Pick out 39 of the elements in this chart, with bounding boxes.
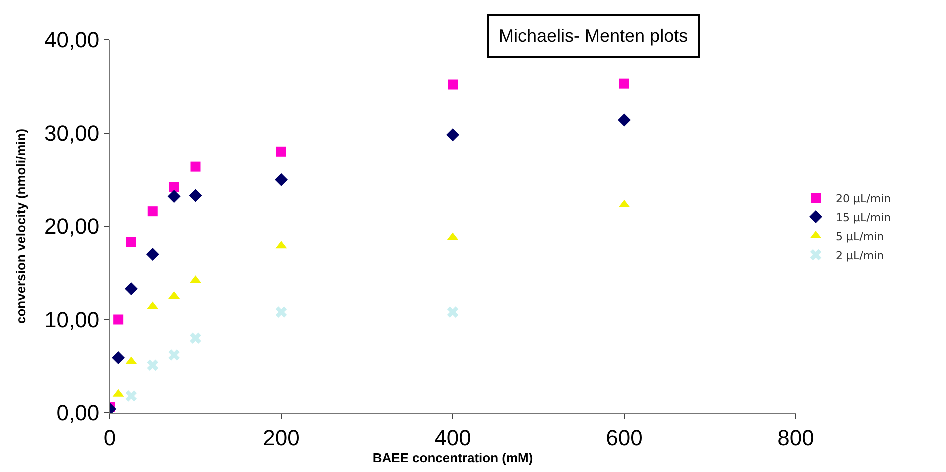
- point: [620, 78, 630, 89]
- point: [146, 248, 160, 261]
- point: [168, 350, 180, 361]
- point: [446, 128, 460, 142]
- y-tick-label: 0,00: [56, 400, 100, 426]
- y-tick-label: 40,00: [44, 28, 100, 53]
- chart-title: Michaelis- Menten plots: [499, 26, 688, 46]
- point: [618, 114, 631, 127]
- point: [275, 173, 288, 186]
- x-tick-label: 600: [606, 425, 643, 450]
- point: [124, 282, 138, 296]
- legend-label: 5 µL/min: [836, 230, 884, 244]
- point: [169, 182, 180, 192]
- y-tick-label: 30,00: [44, 120, 100, 146]
- legend-label: 2 µL/min: [836, 249, 884, 262]
- y-tick-label: 10,00: [44, 307, 100, 332]
- x-tick-label: 400: [434, 425, 472, 450]
- x-tick-label: 0: [104, 425, 116, 450]
- y-axis-title: conversion velocity (nmoli/min): [13, 128, 28, 324]
- x-tick-label: 800: [778, 425, 814, 450]
- x-axis-title: BAEE concentration (mM): [372, 450, 534, 466]
- point: [114, 314, 124, 325]
- point: [190, 332, 202, 344]
- point: [276, 146, 286, 157]
- point: [147, 360, 159, 372]
- y-tick-label: 20,00: [44, 214, 100, 240]
- point: [189, 189, 202, 202]
- point: [447, 306, 459, 318]
- point: [276, 306, 288, 318]
- legend-label: 15 µL/min: [836, 211, 892, 224]
- point: [190, 162, 201, 172]
- point: [168, 190, 181, 204]
- point: [126, 390, 138, 402]
- point: [148, 206, 158, 217]
- point: [126, 237, 136, 248]
- point: [112, 351, 126, 364]
- legend-label: 20 µL/min: [836, 192, 892, 206]
- x-tick-label: 200: [263, 425, 300, 450]
- point: [448, 80, 458, 90]
